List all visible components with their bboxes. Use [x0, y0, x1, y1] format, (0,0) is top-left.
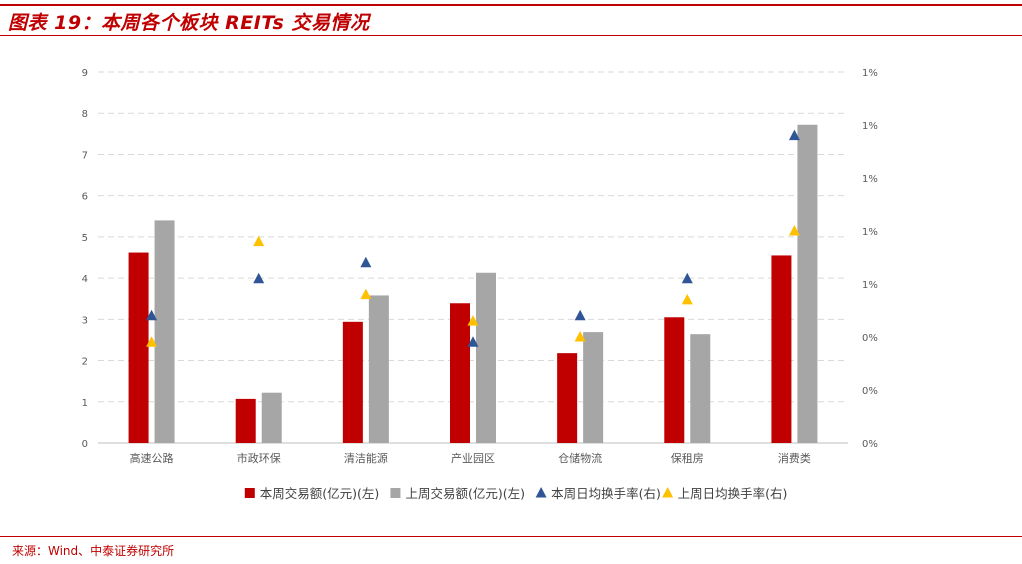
- marker-last-week: [788, 225, 800, 236]
- x-tick-label: 市政环保: [237, 451, 281, 465]
- legend-label: 上周日均换手率(右): [678, 486, 788, 501]
- y-left-tick-label: 7: [82, 150, 88, 161]
- x-tick-label: 产业园区: [451, 451, 495, 465]
- bar-last-week: [797, 124, 818, 444]
- marker-last-week: [253, 235, 265, 247]
- y-left-tick-label: 5: [82, 233, 88, 244]
- bar-last-week: [154, 220, 175, 443]
- y-left-tick-label: 0: [82, 439, 88, 450]
- bottom-rule: [0, 536, 1022, 537]
- marker-this-week: [146, 309, 158, 321]
- bar-last-week: [690, 334, 711, 443]
- bar-this-week: [664, 317, 685, 443]
- x-tick-label: 保租房: [671, 451, 704, 465]
- legend-swatch: [535, 487, 547, 498]
- bar-this-week: [771, 255, 792, 443]
- title-rule: [0, 35, 1022, 36]
- marker-last-week: [467, 315, 479, 326]
- y-left-tick-label: 4: [82, 274, 88, 285]
- bar-last-week: [368, 295, 389, 443]
- marker-this-week: [360, 256, 372, 268]
- marker-last-week: [146, 336, 158, 347]
- bar-layer: [128, 124, 818, 444]
- bar-this-week: [557, 353, 578, 443]
- legend-swatch: [390, 488, 401, 498]
- marker-last-week: [574, 331, 586, 342]
- x-tick-label: 高速公路: [130, 451, 174, 465]
- legend-label: 上周交易额(亿元)(左): [405, 486, 525, 501]
- y-left-tick-label: 3: [82, 315, 88, 326]
- legend-swatch: [244, 488, 255, 498]
- x-tick-label: 清洁能源: [344, 451, 388, 465]
- marker-layer: [146, 129, 800, 347]
- marker-this-week: [788, 129, 800, 141]
- x-tick-label: 消费类: [778, 451, 811, 465]
- bar-last-week: [583, 332, 604, 443]
- marker-last-week: [681, 293, 693, 305]
- y-left-tick-label: 2: [82, 357, 88, 368]
- y-left-tick-label: 6: [82, 192, 88, 203]
- source-note: 来源：Wind、中泰证券研究所: [12, 544, 175, 558]
- marker-this-week: [467, 336, 479, 347]
- y-right-tick-label: 1%: [862, 68, 878, 79]
- y-left-tick-label: 9: [82, 68, 88, 79]
- y-right-tick-label: 1%: [862, 280, 878, 291]
- bar-this-week: [235, 398, 256, 443]
- marker-this-week: [574, 309, 586, 321]
- marker-last-week: [360, 288, 372, 300]
- bar-this-week: [342, 321, 363, 443]
- legend-swatch: [662, 487, 674, 498]
- y-right-tick-label: 1%: [862, 174, 878, 185]
- figure-title: 图表 19：本周各个板块 REITs 交易情况: [8, 12, 370, 34]
- y-left-tick-label: 8: [82, 109, 88, 120]
- bar-last-week: [261, 392, 282, 443]
- tick-layer: 0 1 2 3 4 5 6 7 8 9 0% 0% 0% 1% 1% 1% 1% 1% 高速公路 市政环保 清洁能源 产业…: [82, 68, 878, 465]
- marker-this-week: [681, 272, 693, 284]
- grid-layer: [98, 71, 848, 444]
- y-right-tick-label: 1%: [862, 121, 878, 132]
- top-rule: [0, 4, 1022, 6]
- y-right-tick-label: 0%: [862, 333, 878, 344]
- bar-last-week: [476, 272, 496, 443]
- y-right-tick-label: 1%: [862, 227, 878, 238]
- legend-label: 本周日均换手率(右): [551, 486, 661, 501]
- chart: 0 1 2 3 4 5 6 7 8 9 0% 0% 0% 1% 1% 1% 1% 1% 高速公路 市政环保 清洁能源 产业…: [82, 68, 878, 501]
- legend-label: 本周交易额(亿元)(左): [260, 486, 380, 501]
- y-left-tick-label: 1: [82, 398, 88, 409]
- marker-this-week: [253, 272, 265, 284]
- bar-this-week: [128, 252, 149, 443]
- y-right-tick-label: 0%: [862, 386, 878, 397]
- bar-this-week: [450, 303, 470, 443]
- y-right-tick-label: 0%: [862, 439, 878, 450]
- legend-layer: 本周交易额(亿元)(左) 上周交易额(亿元)(左) 本周日均换手率(右) 上周日均换手…: [244, 486, 788, 501]
- x-tick-label: 仓储物流: [558, 451, 602, 465]
